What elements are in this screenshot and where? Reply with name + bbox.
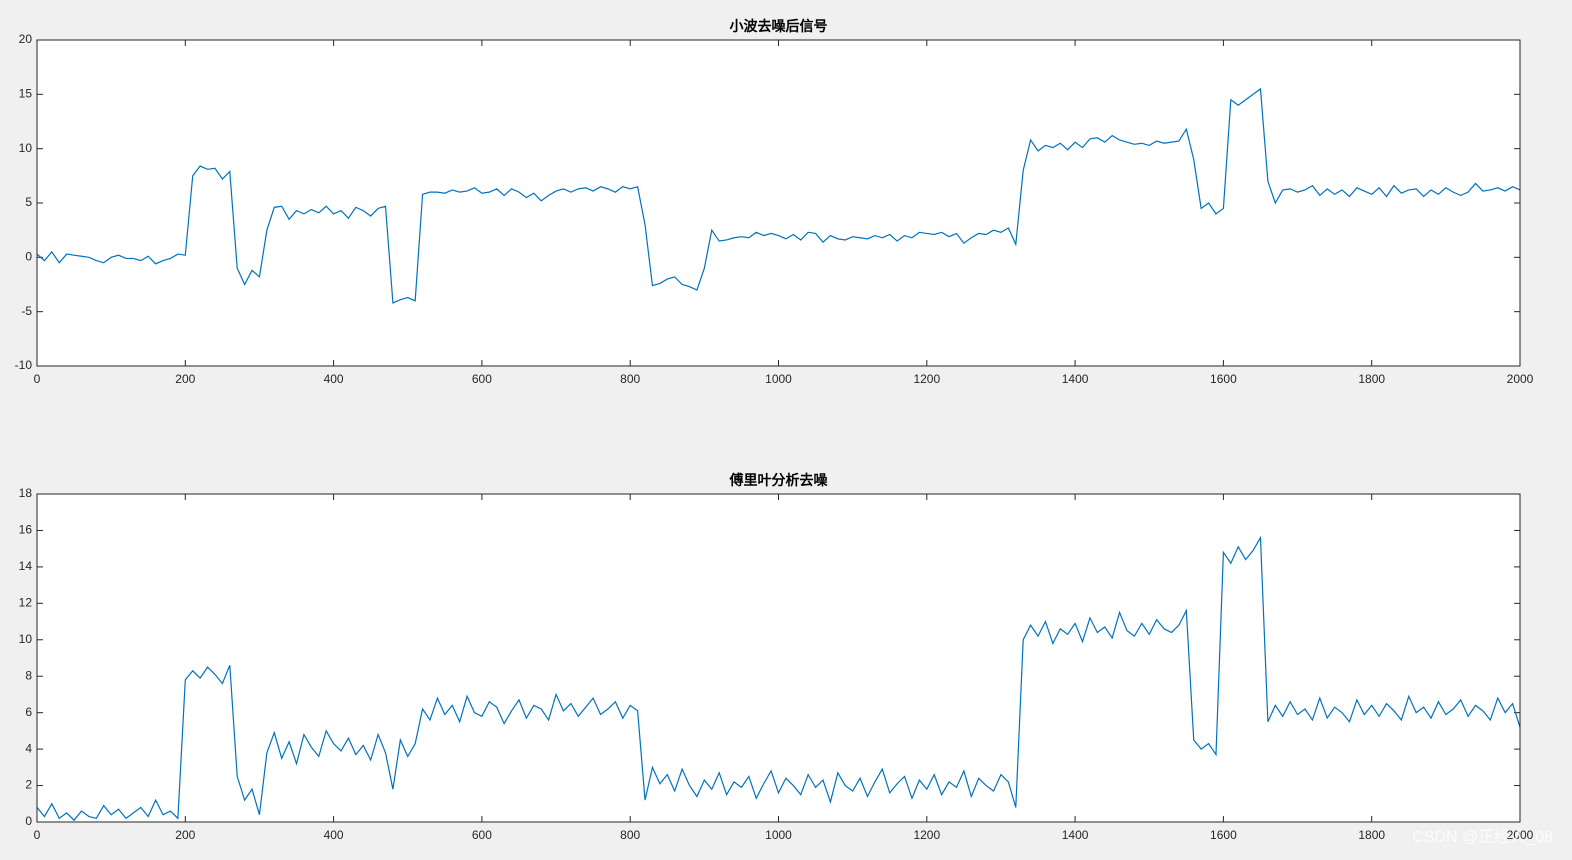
x-tick-label: 2000 bbox=[1507, 372, 1534, 386]
y-tick-label: 14 bbox=[19, 559, 33, 573]
chart-title: 小波去噪后信号 bbox=[730, 18, 828, 35]
y-tick-label: 18 bbox=[19, 486, 33, 500]
plot-area bbox=[37, 494, 1520, 822]
y-tick-label: 2 bbox=[25, 778, 32, 792]
data-line bbox=[36, 87, 1521, 304]
x-tick-label: 200 bbox=[175, 828, 195, 842]
y-tick-label: 15 bbox=[19, 87, 33, 101]
y-tick-label: 10 bbox=[19, 632, 33, 646]
x-tick-label: 1200 bbox=[913, 828, 940, 842]
y-tick-label: 0 bbox=[25, 814, 32, 828]
y-tick-label: 8 bbox=[25, 668, 32, 682]
x-tick-label: 1200 bbox=[913, 372, 940, 386]
x-tick-label: 400 bbox=[324, 828, 344, 842]
y-tick-label: -10 bbox=[15, 358, 33, 372]
axes-box bbox=[36, 39, 1521, 367]
y-tick-label: -5 bbox=[21, 304, 32, 318]
axes-box bbox=[36, 493, 1521, 823]
x-tick-label: 800 bbox=[620, 828, 640, 842]
x-tick-label: 1600 bbox=[1210, 828, 1237, 842]
y-tick-label: 6 bbox=[25, 705, 32, 719]
x-tick-label: 200 bbox=[175, 372, 195, 386]
x-tick-label: 1000 bbox=[765, 828, 792, 842]
x-tick-label: 1400 bbox=[1062, 828, 1089, 842]
x-tick-label: 1800 bbox=[1358, 828, 1385, 842]
y-tick-label: 5 bbox=[25, 195, 32, 209]
x-tick-label: 600 bbox=[472, 372, 492, 386]
x-tick-label: 0 bbox=[34, 828, 41, 842]
plot-area bbox=[37, 40, 1520, 366]
data-line bbox=[36, 535, 1521, 822]
x-tick-label: 600 bbox=[472, 828, 492, 842]
y-tick-label: 16 bbox=[19, 523, 33, 537]
x-tick-label: 0 bbox=[34, 372, 41, 386]
y-tick-label: 0 bbox=[25, 250, 32, 264]
chart-title: 傅里叶分析去噪 bbox=[729, 472, 829, 489]
x-tick-label: 800 bbox=[620, 372, 640, 386]
y-tick-label: 12 bbox=[19, 596, 33, 610]
y-tick-label: 10 bbox=[19, 141, 33, 155]
x-tick-label: 1000 bbox=[765, 372, 792, 386]
x-tick-label: 1600 bbox=[1210, 372, 1237, 386]
x-tick-label: 400 bbox=[324, 372, 344, 386]
y-tick-label: 20 bbox=[19, 32, 33, 46]
y-tick-label: 4 bbox=[25, 741, 32, 755]
x-tick-label: 1800 bbox=[1358, 372, 1385, 386]
x-tick-label: 2000 bbox=[1507, 828, 1534, 842]
x-tick-label: 1400 bbox=[1062, 372, 1089, 386]
watermark: CSDN @正经人_08 bbox=[1412, 828, 1553, 846]
